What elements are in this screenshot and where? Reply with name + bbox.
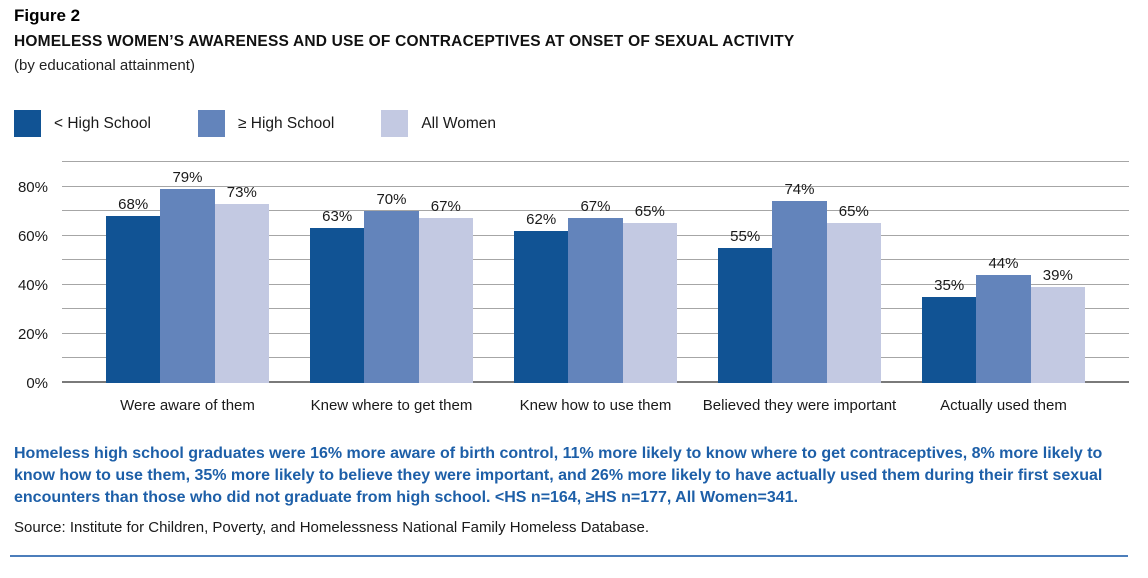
bar-cell: 67%: [568, 162, 623, 383]
gridline: [62, 210, 1129, 212]
bar: [772, 201, 827, 383]
y-axis: 0% 20% 40% 60% 80%: [0, 162, 48, 392]
bar: [922, 297, 977, 383]
bar: [214, 203, 269, 383]
bar-value-label: 44%: [988, 254, 1019, 272]
x-axis-category-text: Actually used them: [940, 397, 1067, 414]
legend-label: < High School: [54, 114, 151, 132]
bar: [718, 247, 773, 383]
bar-value-label: 63%: [322, 208, 353, 226]
bar-value-label: 68%: [118, 196, 149, 214]
figure-number: Figure 2: [14, 6, 81, 25]
bar-cell: 62%: [514, 162, 569, 383]
x-axis-category-text: Knew where to get them: [310, 397, 473, 414]
bar-value-label: 55%: [730, 227, 761, 245]
bar-value-label: 70%: [376, 191, 407, 209]
bar-cell: 65%: [622, 162, 677, 383]
x-axis-category-text: Knew how to use them: [519, 397, 672, 414]
y-axis-tick-label: 20%: [17, 325, 48, 343]
bar-cell: 44%: [976, 162, 1031, 383]
bar-cell: 35%: [922, 162, 977, 383]
bar-group: 63% 70% 67%: [310, 162, 473, 383]
bar: [310, 228, 365, 383]
bar-cell: 63%: [310, 162, 365, 383]
bar-value-label: 74%: [784, 181, 815, 199]
bar-value-label: 73%: [226, 183, 257, 201]
gridline: [62, 161, 1129, 162]
gridline: [62, 185, 1129, 187]
y-axis-tick-label: 0%: [26, 375, 48, 392]
bar-value-label: 67%: [430, 198, 461, 216]
bar-value-label: 67%: [580, 198, 611, 216]
bar-group: 35% 44% 39%: [922, 162, 1085, 383]
legend-swatch: [197, 110, 225, 137]
bar-groups: 68% 79% 73% 63% 70% 67% 62% 67% 65% 55% 74% 65% 35% 4…: [62, 162, 1129, 383]
x-axis-category-text: Believed they were important: [702, 397, 897, 414]
bar: [418, 218, 473, 383]
legend-swatch: [14, 110, 41, 137]
x-axis-category-label: Actually used them: [922, 397, 1085, 414]
bar: [976, 274, 1031, 383]
bar: [826, 223, 881, 383]
bar-cell: 68%: [106, 162, 161, 383]
bar: [622, 223, 677, 383]
bar: [514, 230, 569, 383]
bar-cell: 39%: [1030, 162, 1085, 383]
y-axis-tick-label: 60%: [17, 227, 48, 245]
chart-legend: < High School ≥ High School All Women: [14, 110, 543, 137]
y-axis-tick-label: 40%: [17, 276, 48, 294]
legend-label: All Women: [421, 114, 496, 132]
bar-value-label: 35%: [934, 277, 965, 295]
y-axis-tick-label: 80%: [17, 178, 48, 196]
bar-group: 68% 79% 73%: [106, 162, 269, 383]
figure-title: HOMELESS WOMEN’S AWARENESS AND USE OF CO…: [14, 33, 795, 50]
bar-value-label: 62%: [526, 210, 557, 228]
bar-value-label: 39%: [1042, 267, 1073, 285]
bar-cell: 79%: [160, 162, 215, 383]
legend-item: ≥ High School: [197, 110, 335, 137]
bar-cell: 73%: [214, 162, 269, 383]
note-text: Homeless high school graduates were 16% …: [14, 445, 1103, 506]
x-axis-category-label: Knew how to use them: [514, 397, 677, 414]
bar: [106, 216, 161, 383]
bar: [160, 189, 215, 383]
bar-value-label: 65%: [838, 203, 869, 221]
x-axis-category-label: Believed they were important: [703, 397, 896, 414]
bar-cell: 74%: [772, 162, 827, 383]
bar-chart: 0% 20% 40% 60% 80% 68% 79% 73% 63% 70% 67% 62% 67% 6…: [0, 161, 1148, 392]
bar-cell: 67%: [418, 162, 473, 383]
bar: [568, 218, 623, 383]
source-text: Source: Institute for Children, Poverty,…: [14, 519, 650, 536]
bar-cell: 55%: [718, 162, 773, 383]
bar-group: 62% 67% 65%: [514, 162, 677, 383]
bar-cell: 65%: [826, 162, 881, 383]
legend-item: < High School: [14, 110, 151, 137]
plot-area: 68% 79% 73% 63% 70% 67% 62% 67% 65% 55% 74% 65% 35% 4…: [62, 161, 1129, 383]
figure-subtitle: (by educational attainment): [14, 57, 195, 74]
bar-cell: 70%: [364, 162, 419, 383]
x-axis-category-text: Were aware of them: [120, 397, 255, 414]
figure-header: Figure 2 HOMELESS WOMEN’S AWARENESS AND …: [14, 6, 794, 74]
x-axis-labels: Were aware of them Knew where to get them…: [62, 397, 1129, 414]
x-axis-category-label: Were aware of them: [106, 397, 269, 414]
bar: [1030, 287, 1085, 383]
bar-group: 55% 74% 65%: [718, 162, 881, 383]
legend-item: All Women: [381, 110, 496, 137]
legend-swatch: [381, 110, 409, 137]
bottom-rule: [10, 555, 1128, 557]
bar-value-label: 79%: [172, 169, 203, 187]
bar: [364, 211, 419, 383]
bar-value-label: 65%: [634, 203, 665, 221]
x-axis-category-label: Knew where to get them: [310, 397, 473, 414]
legend-label: ≥ High School: [237, 114, 335, 132]
